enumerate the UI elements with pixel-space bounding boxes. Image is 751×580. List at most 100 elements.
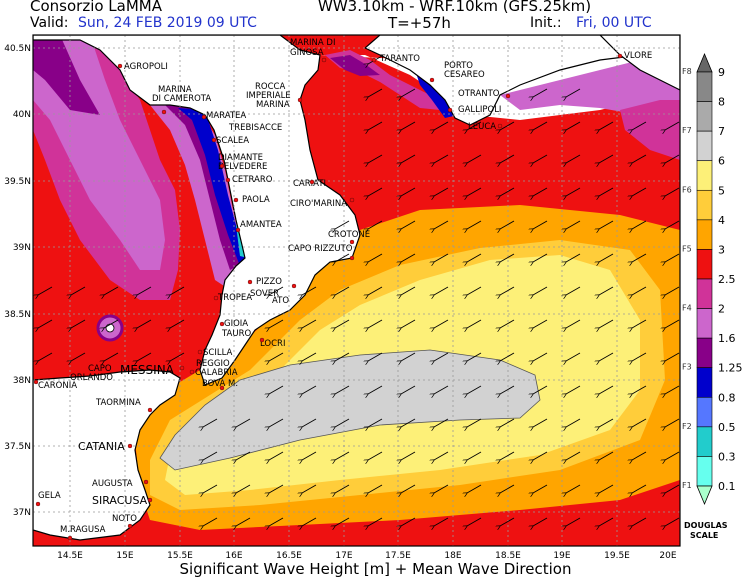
wave-arrow	[302, 451, 317, 460]
wave-arrow	[566, 220, 581, 229]
wave-arrow	[500, 451, 515, 460]
wave-arrow	[71, 319, 86, 328]
lat-tick: 38.5N	[4, 310, 31, 320]
wave-arrow	[566, 517, 581, 526]
place-label: PORTO	[444, 61, 473, 71]
wave-arrow	[500, 253, 515, 262]
place-label: BOVA M.	[202, 379, 238, 389]
wave-arrow	[203, 517, 218, 526]
wave-arrow	[368, 121, 383, 130]
wave-arrow	[401, 484, 416, 493]
wave-arrow	[533, 286, 548, 295]
wave-arrow	[632, 385, 647, 394]
wave-arrow	[203, 451, 218, 460]
wave-arrow	[665, 319, 680, 328]
place-label: AMANTEA	[240, 220, 282, 230]
wave-arrow	[170, 352, 185, 361]
place-label: CATANIA	[78, 440, 125, 453]
place-label: TREBISACCE	[228, 123, 282, 133]
wave-arrow	[401, 517, 416, 526]
wave-arrow	[104, 352, 119, 361]
wave-arrow	[401, 154, 416, 163]
wave-arrow	[632, 517, 647, 526]
wave-arrow	[665, 517, 680, 526]
wave-arrow	[269, 484, 284, 493]
wave-arrow	[434, 517, 449, 526]
wave-arrow	[368, 253, 383, 262]
place-label: CAPO	[88, 364, 112, 374]
wave-arrow	[500, 121, 515, 130]
wave-arrow	[467, 352, 482, 361]
lon-tick: 17.5E	[385, 551, 411, 561]
wave-arrow	[467, 121, 482, 130]
wave-arrow	[335, 517, 350, 526]
wave-arrow	[434, 121, 449, 130]
place-label: PIZZO	[256, 277, 282, 287]
place-label: TAORMINA	[95, 398, 141, 408]
wave-arrow	[137, 319, 152, 328]
colorbar-segment	[696, 396, 713, 428]
wave-arrow	[401, 187, 416, 196]
wave-arrow	[335, 220, 350, 229]
colorbar-segment	[696, 160, 713, 191]
wave-arrow	[236, 451, 251, 460]
lon-tick: 18E	[444, 551, 461, 561]
wave-arrow	[467, 187, 482, 196]
valid-value: Sun, 24 FEB 2019 09 UTC	[78, 15, 257, 31]
place-label: SOVER	[250, 289, 279, 299]
lon-ticks: 14.5E 15E 15.5E 16E 16.5E 17E 17.5E 18E …	[57, 551, 677, 561]
wave-arrow	[533, 319, 548, 328]
place-label: ROCCA	[255, 82, 285, 92]
wave-arrow	[137, 286, 152, 295]
wave-arrow	[665, 418, 680, 427]
wave-arrow	[368, 451, 383, 460]
colorbar-segment	[696, 101, 713, 132]
wave-arrow	[599, 220, 614, 229]
wave-arrow	[434, 451, 449, 460]
wave-arrow	[434, 286, 449, 295]
wave-arrow	[500, 352, 515, 361]
wave-arrow	[335, 418, 350, 427]
wave-arrow	[665, 484, 680, 493]
wave-arrow	[401, 88, 416, 97]
colorbar-segment	[696, 278, 713, 309]
wave-arrow	[500, 220, 515, 229]
place-label: NOTO	[112, 514, 137, 524]
wave-arrow	[368, 286, 383, 295]
wave-arrow	[335, 451, 350, 460]
wave-arrow	[467, 418, 482, 427]
wave-arrow	[434, 253, 449, 262]
place-label: DI CAMEROTA	[152, 94, 211, 104]
lat-tick: 40.5N	[4, 44, 31, 54]
wave-arrow	[500, 286, 515, 295]
wave-arrow	[434, 154, 449, 163]
douglas-force-label: F1	[682, 481, 692, 490]
place-label: SCILLA	[203, 348, 233, 358]
wave-arrow	[533, 253, 548, 262]
place-label: REGGIO	[196, 359, 230, 369]
place-label: ORLANDO	[70, 373, 113, 383]
wave-arrow	[368, 154, 383, 163]
place-label: CAPO RIZZUTO	[288, 244, 353, 254]
place-label: AUGUSTA	[92, 479, 133, 489]
wave-arrow	[599, 121, 614, 130]
douglas-force-label: F5	[682, 244, 692, 253]
colorbar-segment	[696, 219, 713, 250]
wave-arrow	[632, 286, 647, 295]
map-caption: Significant Wave Height [m] + Mean Wave …	[179, 560, 572, 578]
place-label: MARINA	[256, 100, 290, 110]
lon-tick: 19E	[553, 551, 570, 561]
wave-arrow	[500, 385, 515, 394]
land-sicily	[33, 369, 181, 541]
lat-tick: 40N	[13, 110, 31, 120]
wave-arrow	[269, 451, 284, 460]
wave-arrow	[500, 484, 515, 493]
place-label: CARONIA	[38, 381, 77, 391]
colorbar-segment	[696, 308, 713, 339]
wave-arrow	[137, 352, 152, 361]
wave-arrow	[566, 286, 581, 295]
wave-arrow	[467, 286, 482, 295]
wave-arrow	[38, 352, 53, 361]
init-label: Init.:	[530, 15, 562, 31]
wave-arrow	[599, 451, 614, 460]
